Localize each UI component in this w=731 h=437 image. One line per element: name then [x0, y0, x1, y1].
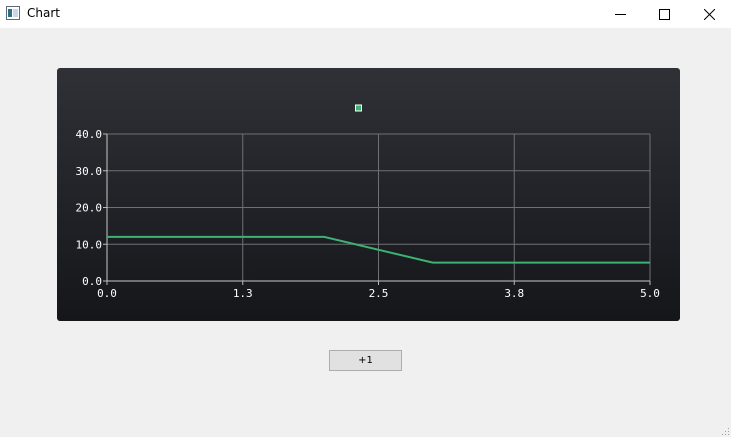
increment-button[interactable]: +1	[329, 350, 402, 371]
maximize-icon	[658, 8, 670, 20]
line-chart: 0.0 1.3 2.5 3.8 5.0 0.0 10.0 20.0 30.0 40.0	[76, 104, 660, 300]
resize-grip-icon[interactable]	[720, 426, 730, 436]
x-tick-label: 1.3	[233, 287, 253, 300]
maximize-button[interactable]	[641, 0, 687, 28]
legend-marker	[355, 104, 362, 112]
y-tick-label: 10.0	[76, 238, 103, 251]
y-tick-label: 40.0	[76, 128, 103, 141]
window-title: Chart	[27, 6, 60, 20]
y-tick-label: 20.0	[76, 202, 103, 215]
close-icon	[703, 8, 715, 20]
x-tick-label: 2.5	[369, 287, 389, 300]
minimize-button[interactable]	[597, 0, 643, 28]
y-tick-label: 0.0	[82, 275, 102, 288]
series-line	[107, 235, 650, 264]
x-tick-label: 5.0	[640, 287, 660, 300]
chart-app-icon	[6, 6, 20, 20]
title-bar[interactable]: Chart	[0, 0, 731, 28]
x-tick-label: 3.8	[504, 287, 524, 300]
x-tick-label: 0.0	[97, 287, 117, 300]
close-button[interactable]	[686, 0, 731, 28]
y-tick-label: 30.0	[76, 165, 103, 178]
minimize-icon	[614, 13, 626, 15]
chart-view[interactable]: 0.0 1.3 2.5 3.8 5.0 0.0 10.0 20.0 30.0 40.0	[57, 68, 680, 321]
